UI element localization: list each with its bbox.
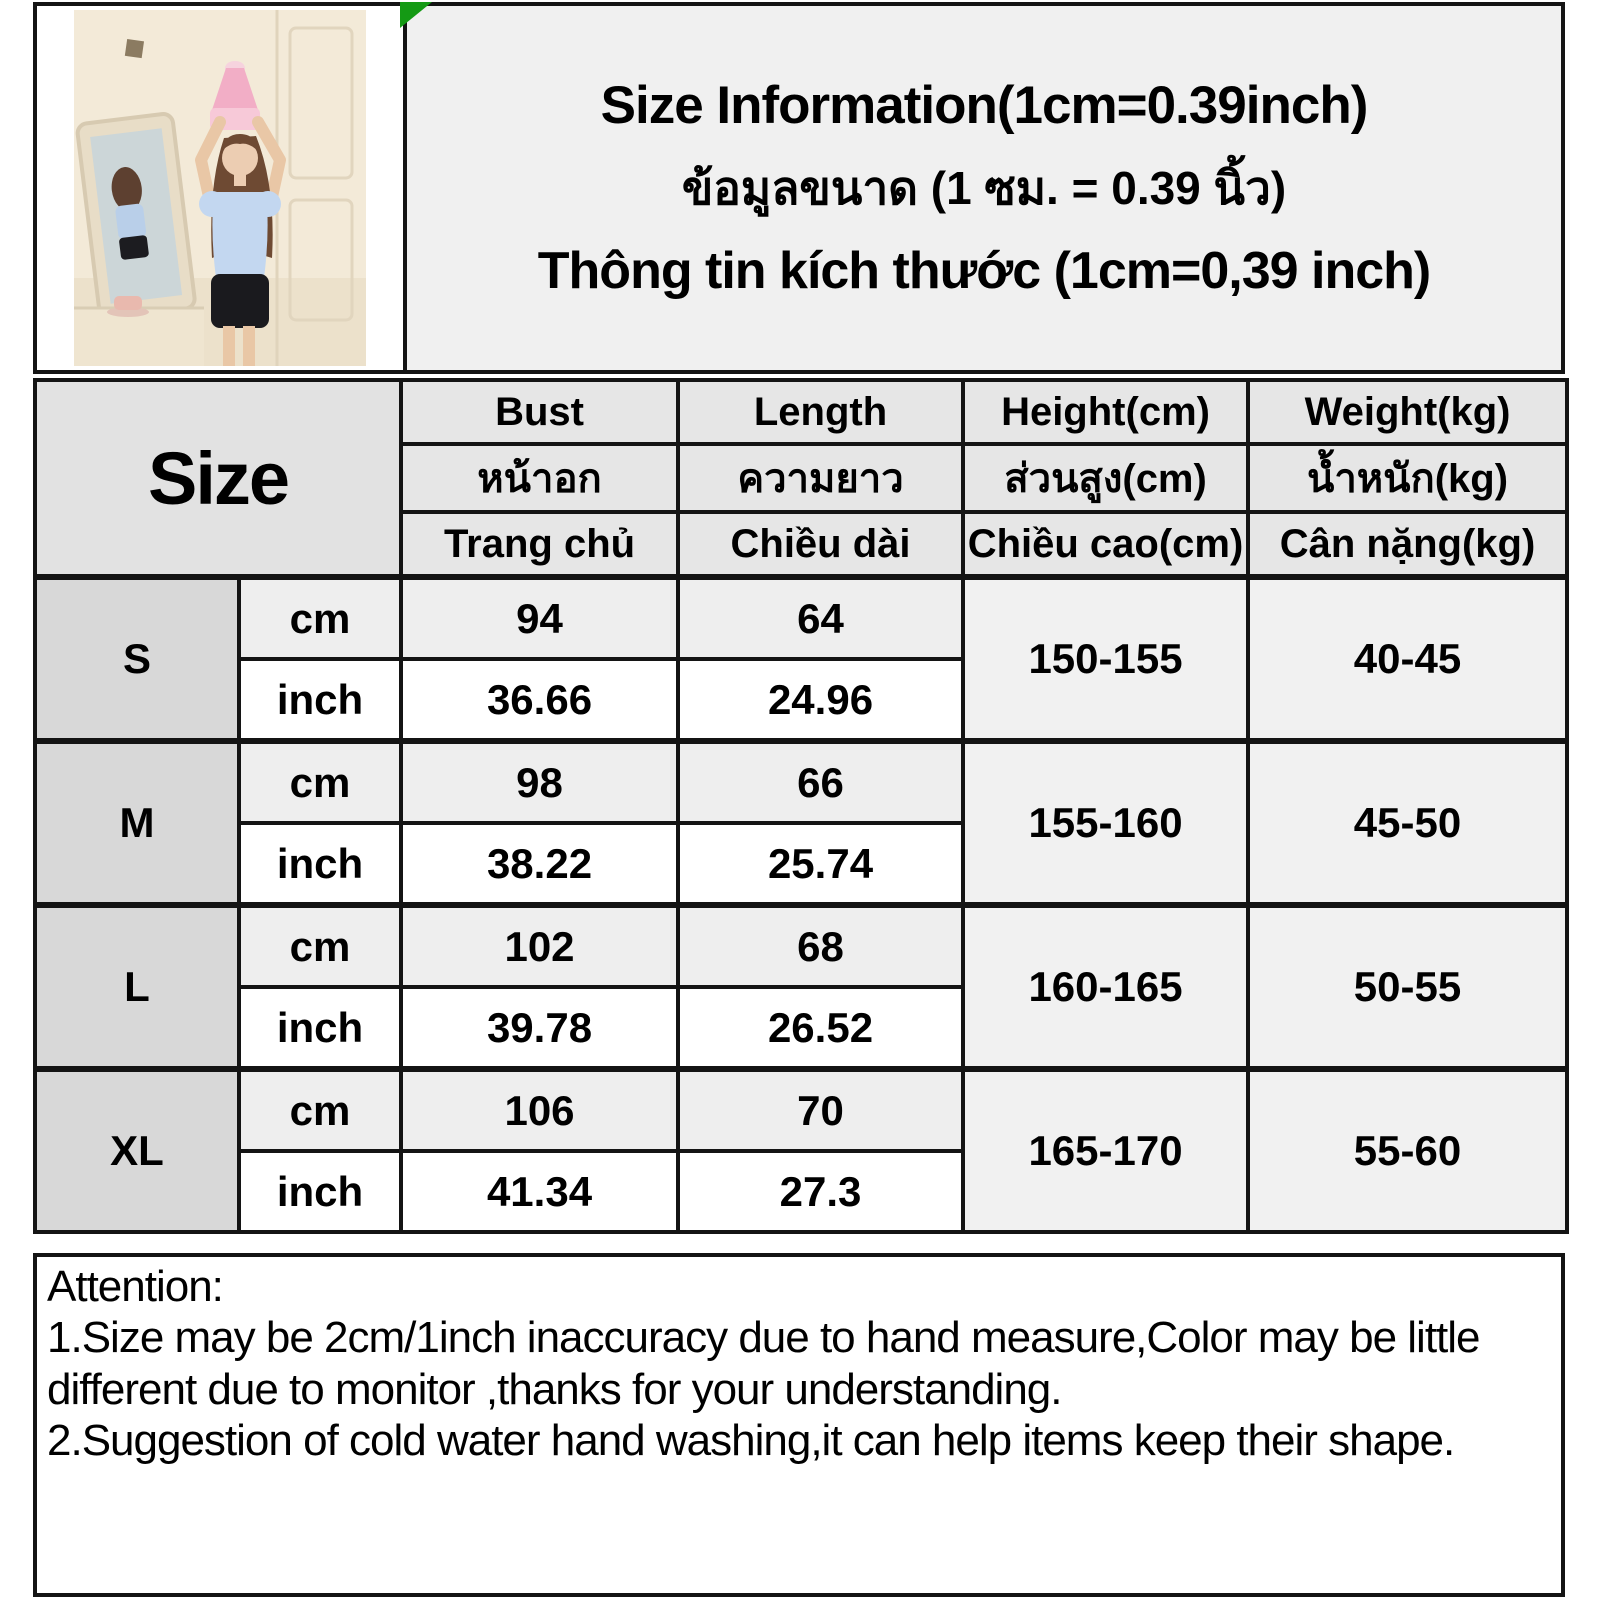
m-length-inch: 25.74	[676, 821, 966, 907]
header-length-th: ความยาว	[676, 442, 966, 514]
product-photo	[74, 10, 366, 366]
unit-cm: cm	[236, 1066, 404, 1153]
title-english: Size Information(1cm=0.39inch)	[600, 76, 1369, 135]
s-length-inch: 24.96	[676, 657, 966, 743]
s-weight-range: 40-45	[1246, 574, 1570, 743]
xl-weight-range: 55-60	[1246, 1066, 1570, 1234]
table-row-s-inch: inch 36.66 24.96	[35, 657, 1567, 743]
l-length-cm: 68	[676, 902, 966, 989]
table-row-m-inch: inch 38.22 25.74	[35, 821, 1567, 907]
xl-bust-cm: 106	[399, 1066, 681, 1153]
l-bust-cm: 102	[399, 902, 681, 989]
attention-section: Attention: 1.Size may be 2cm/1inch inacc…	[33, 1253, 1565, 1597]
table-row-m-cm: M cm 98 66 155-160 45-50	[33, 738, 1570, 907]
unit-cm: cm	[236, 574, 404, 661]
xl-length-inch: 27.3	[676, 1149, 966, 1234]
m-height-range: 155-160	[961, 738, 1251, 907]
table-row-s-cm: S cm 94 64 150-155 40-45	[33, 574, 1570, 743]
unit-inch: inch	[236, 1149, 404, 1234]
header-height-th: ส่วนสูง(cm)	[961, 442, 1251, 514]
header-row-english: Size Bust Length Height(cm) Weight(kg)	[32, 378, 1570, 579]
header-bust-vi: Trang chủ	[399, 510, 681, 579]
s-length-cm: 64	[676, 574, 966, 661]
l-height-range: 160-165	[961, 902, 1251, 1071]
m-weight-range: 45-50	[1246, 738, 1570, 907]
l-weight-range: 50-55	[1246, 902, 1570, 1071]
header-weight-vi: Cân nặng(kg)	[1246, 510, 1570, 579]
xl-bust-inch: 41.34	[399, 1149, 681, 1234]
size-table: Size Bust Length Height(cm) Weight(kg) ห…	[32, 378, 1570, 1234]
s-height-range: 150-155	[961, 574, 1251, 743]
header-height-en: Height(cm)	[961, 378, 1251, 446]
xl-length-cm: 70	[676, 1066, 966, 1153]
header-length-vi: Chiều dài	[676, 510, 966, 579]
header-row-thai: หน้าอก ความยาว ส่วนสูง(cm) น้ำหนัก(kg)	[35, 442, 1570, 514]
table-row-xl-cm: XL cm 106 70 165-170 55-60	[33, 1066, 1570, 1234]
m-bust-cm: 98	[399, 738, 681, 825]
unit-cm: cm	[236, 902, 404, 989]
m-bust-inch: 38.22	[399, 821, 681, 907]
product-photo-cell	[37, 6, 403, 370]
model	[195, 116, 286, 366]
title-vietnamese: Thông tin kích thước (1cm=0,39 inch)	[537, 242, 1431, 300]
header-height-vi: Chiều cao(cm)	[961, 510, 1251, 579]
size-l: L	[33, 902, 241, 1071]
header-bust-th: หน้าอก	[399, 442, 681, 514]
s-bust-inch: 36.66	[399, 657, 681, 743]
unit-cm: cm	[236, 738, 404, 825]
title-thai: ข้อมูลขนาด (1 ซม. = 0.39 นิ้ว)	[681, 162, 1287, 214]
attention-note-2: 2.Suggestion of cold water hand washing,…	[47, 1416, 1455, 1466]
l-bust-inch: 39.78	[399, 985, 681, 1071]
attention-note-1: 1.Size may be 2cm/1inch inaccuracy due t…	[47, 1313, 1481, 1414]
header-weight-en: Weight(kg)	[1246, 378, 1570, 446]
header-weight-th: น้ำหนัก(kg)	[1246, 442, 1570, 514]
size-header: Size	[32, 378, 404, 579]
header-bust-en: Bust	[399, 378, 681, 446]
s-bust-cm: 94	[399, 574, 681, 661]
size-m: M	[33, 738, 241, 907]
l-length-inch: 26.52	[676, 985, 966, 1071]
header-row-vietnamese: Trang chủ Chiều dài Chiều cao(cm) Cân nặ…	[35, 510, 1570, 579]
xl-height-range: 165-170	[961, 1066, 1251, 1234]
attention-title: Attention:	[47, 1262, 224, 1311]
table-row-xl-inch: inch 41.34 27.3	[35, 1149, 1567, 1234]
m-length-cm: 66	[676, 738, 966, 825]
table-row-l-inch: inch 39.78 26.52	[35, 985, 1567, 1071]
size-s: S	[33, 574, 241, 743]
table-row-l-cm: L cm 102 68 160-165 50-55	[33, 902, 1570, 1071]
header-length-en: Length	[676, 378, 966, 446]
top-section: Size Information(1cm=0.39inch) ข้อมูลขนา…	[33, 2, 1565, 374]
title-block: Size Information(1cm=0.39inch) ข้อมูลขนา…	[403, 6, 1561, 370]
unit-inch: inch	[236, 985, 404, 1071]
unit-inch: inch	[236, 821, 404, 907]
size-xl: XL	[33, 1066, 241, 1234]
unit-inch: inch	[236, 657, 404, 743]
